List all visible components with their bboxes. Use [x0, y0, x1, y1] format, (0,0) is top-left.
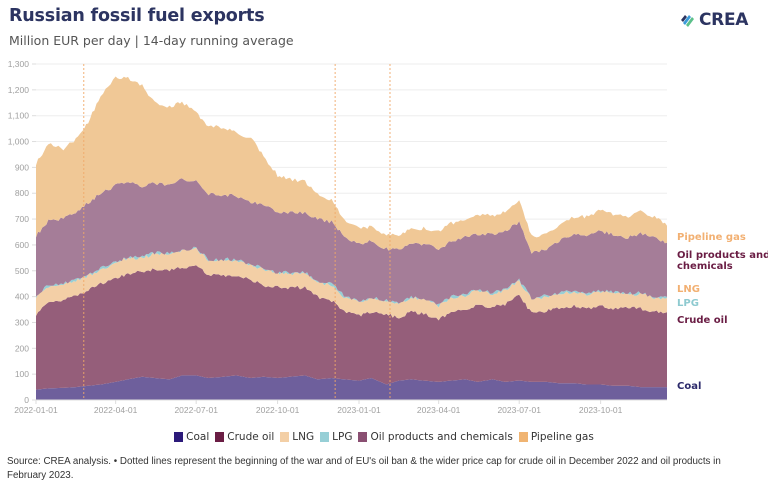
legend-swatch [215, 432, 225, 442]
y-tick-label: 500 [15, 266, 29, 276]
crea-leaf-icon [681, 15, 694, 27]
stacked-area-chart: 0 100 200 300 400 500 600 700 800 900 1,000 1,100 1,… [8, 59, 768, 415]
y-tick-label: 1,000 [8, 137, 30, 147]
legend-swatch [280, 432, 290, 442]
event-lines [83, 64, 391, 400]
x-tick-label: 2022-01-01 [14, 405, 58, 415]
x-tick-label: 2023-01-01 [337, 405, 381, 415]
y-tick-label: 100 [15, 369, 29, 379]
series-end-label: Coal [677, 381, 701, 392]
source-note: Source: CREA analysis. • Dotted lines re… [7, 456, 721, 481]
legend-item-crude-oil[interactable]: Crude oil [215, 431, 274, 443]
y-tick-label: 1,100 [8, 111, 30, 121]
legend-label: Coal [186, 431, 210, 443]
x-tick-label: 2023-04-01 [417, 405, 461, 415]
y-tick-label: 400 [15, 292, 29, 302]
legend-label: LPG [332, 431, 353, 443]
y-tick-label: 1,200 [8, 85, 30, 95]
area-layers [36, 76, 667, 400]
y-tick-label: 0 [24, 395, 29, 405]
legend-label: Oil products and chemicals [370, 431, 513, 443]
y-tick-label: 600 [15, 240, 29, 250]
legend-item-pipeline-gas[interactable]: Pipeline gas [518, 431, 594, 443]
series-end-label: Pipeline gas [677, 232, 746, 243]
series-end-label: LPG [677, 298, 699, 309]
legend-label: Pipeline gas [530, 431, 594, 443]
x-tick-label: 2023-10-01 [579, 405, 623, 415]
series-end-label: Crude oil [677, 315, 728, 326]
series-end-label: LNG [677, 284, 700, 295]
legend-label: Crude oil [227, 431, 275, 443]
legend-swatch [358, 432, 368, 442]
area-lng [36, 247, 667, 321]
legend-item-lpg[interactable]: LPG [320, 431, 352, 443]
y-tick-label: 200 [15, 343, 29, 353]
series-end-label: Oil products and [677, 250, 768, 261]
y-tick-label: 800 [15, 188, 29, 198]
legend-item-coal[interactable]: Coal [174, 431, 209, 443]
x-axis: 2022-01-01 2022-04-01 2022-07-01 2022-10-01… [14, 399, 667, 415]
x-tick-label: 2022-07-01 [174, 405, 218, 415]
crea-logo: CREA [680, 10, 748, 30]
chart-title: Russian fossil fuel exports [9, 6, 265, 26]
y-tick-label: 300 [15, 317, 29, 327]
chart-subtitle: Million EUR per day | 14-day running ave… [9, 33, 294, 48]
x-tick-label: 2022-04-01 [94, 405, 138, 415]
y-tick-label: 900 [15, 162, 29, 172]
area-oil-products-and-chemicals [36, 178, 667, 305]
y-tick-label: 700 [15, 214, 29, 224]
series-end-label: chemicals [677, 261, 733, 272]
legend-label: LNG [292, 431, 315, 443]
x-tick-label: 2022-10-01 [256, 405, 300, 415]
legend: Coal Crude oil LNG LPG Oil products and … [0, 431, 768, 443]
area-pipeline-gas [36, 76, 667, 254]
y-tick-label: 1,300 [8, 59, 30, 69]
legend-swatch [518, 432, 528, 442]
y-axis: 0 100 200 300 400 500 600 700 800 900 1,000 1,100 1,… [8, 59, 36, 405]
x-tick-label: 2023-07-01 [497, 405, 541, 415]
legend-item-lng[interactable]: LNG [280, 431, 314, 443]
area-coal [36, 375, 667, 400]
legend-swatch [320, 432, 330, 442]
legend-swatch [174, 432, 184, 442]
logo-text: CREA [699, 10, 749, 30]
area-crude-oil [36, 265, 667, 390]
legend-item-oil-products[interactable]: Oil products and chemicals [358, 431, 513, 443]
